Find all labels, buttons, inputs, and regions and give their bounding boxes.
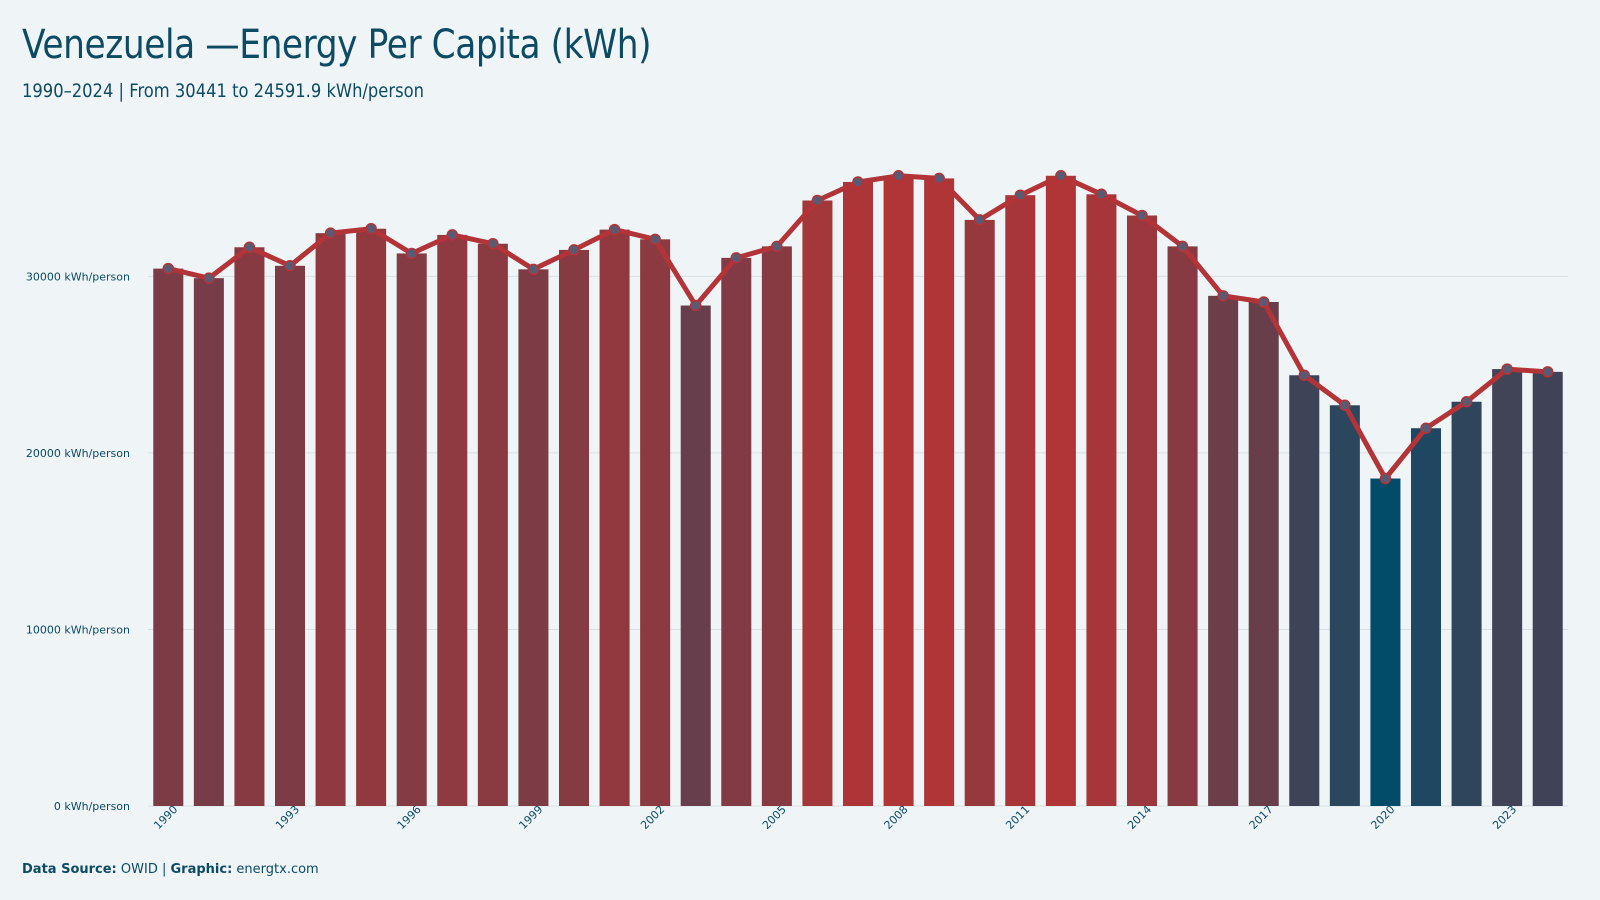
bar [721,257,752,806]
data-point-marker [730,252,743,264]
bar [964,219,995,807]
bar [315,233,346,806]
data-point-marker [1339,399,1351,412]
x-tick-label: 1999 [516,803,545,832]
graphic-value: energtx.com [236,862,319,877]
data-point-marker [324,227,337,239]
data-point-marker [243,241,256,254]
source-value: OWID [120,862,158,877]
y-tick-label: 20000 kWh/person [26,447,130,460]
data-point-marker [568,244,580,256]
bar [518,269,549,807]
x-tick-label: 2020 [1368,803,1397,832]
bar [153,268,184,806]
bar [1167,246,1198,806]
data-point-marker [811,194,824,207]
y-tick-label: 30000 kWh/person [26,270,130,283]
data-point-marker [162,262,175,275]
data-point-marker [1014,189,1027,201]
bar [1248,301,1279,806]
bar [1370,478,1401,806]
bar [1329,405,1360,806]
bar [193,278,224,806]
data-point-marker [608,223,621,236]
data-point-marker [649,233,661,246]
bar [599,229,630,807]
bar [558,249,590,807]
bar [883,175,914,806]
bar [437,234,468,806]
data-point-marker [1217,290,1229,302]
data-point-marker [1379,472,1392,485]
bar [1045,175,1076,806]
data-point-marker [1420,422,1432,434]
data-point-marker [284,260,296,272]
footer-credits: Data Source: OWID | Graphic: energtx.com [22,862,319,877]
x-tick-label: 2023 [1490,803,1519,832]
data-point-marker [1136,209,1148,222]
chart-subtitle: 1990–2024 | From 30441 to 24591.9 kWh/pe… [22,80,424,102]
markers [162,170,1554,485]
y-tick-label: 10000 kWh/person [26,623,130,636]
x-tick-label: 2005 [760,803,789,832]
data-point-marker [487,237,499,250]
bar [1208,295,1239,806]
bar [802,200,833,806]
data-point-marker [1095,188,1108,201]
bar [274,265,306,807]
bar [761,246,792,806]
bar [234,247,265,807]
data-point-marker [771,240,783,253]
data-point-marker [446,229,459,241]
data-point-marker [1055,170,1067,182]
data-point-marker [933,172,945,185]
x-axis-ticks: 1990 1993 1996 1999 2002 2005 2008 2011 2014 2017… [151,803,1519,832]
data-point-marker [1501,363,1513,375]
data-point-marker [1176,240,1189,253]
bar [1289,375,1320,806]
data-point-marker [405,247,418,260]
bar [924,178,955,806]
x-tick-label: 1990 [151,803,180,832]
bar [1492,369,1523,806]
x-tick-label: 2008 [882,803,911,832]
x-tick-label: 1996 [395,803,424,832]
bar [396,253,427,806]
data-point-marker [892,170,905,182]
graphic-label: Graphic: [170,862,233,877]
bar [842,181,874,807]
footer-separator: | [157,862,171,877]
x-tick-label: 2014 [1125,803,1154,832]
x-tick-label: 2017 [1247,803,1276,832]
bar [640,239,671,806]
data-point-marker [689,299,702,312]
bar [1005,195,1036,806]
data-point-marker [973,214,986,226]
source-label: Data Source: [22,862,117,877]
x-tick-label: 2002 [638,803,667,832]
data-point-marker [852,176,864,188]
bar [1451,401,1482,806]
data-point-marker [1541,366,1554,378]
data-point-marker [1257,296,1270,308]
y-tick-label: 0 kWh/person [54,800,130,813]
y-axis-ticks: 0 kWh/person 10000 kWh/person 20000 kWh/pe… [26,270,130,813]
bar [680,305,711,806]
bar [477,243,508,806]
bar [1126,215,1158,807]
bars [153,175,1563,807]
bar [1086,194,1117,806]
x-tick-label: 1993 [273,803,302,832]
bar [1532,371,1563,806]
chart-title: Venezuela —Energy Per Capita (kWh) [22,22,652,68]
data-point-marker [365,222,377,235]
data-point-marker [203,272,215,284]
bar [1410,428,1442,806]
bar [356,228,387,807]
data-point-marker [1298,369,1311,382]
x-tick-label: 2011 [1003,803,1032,832]
data-point-marker [527,263,540,276]
data-point-marker [1460,395,1473,408]
